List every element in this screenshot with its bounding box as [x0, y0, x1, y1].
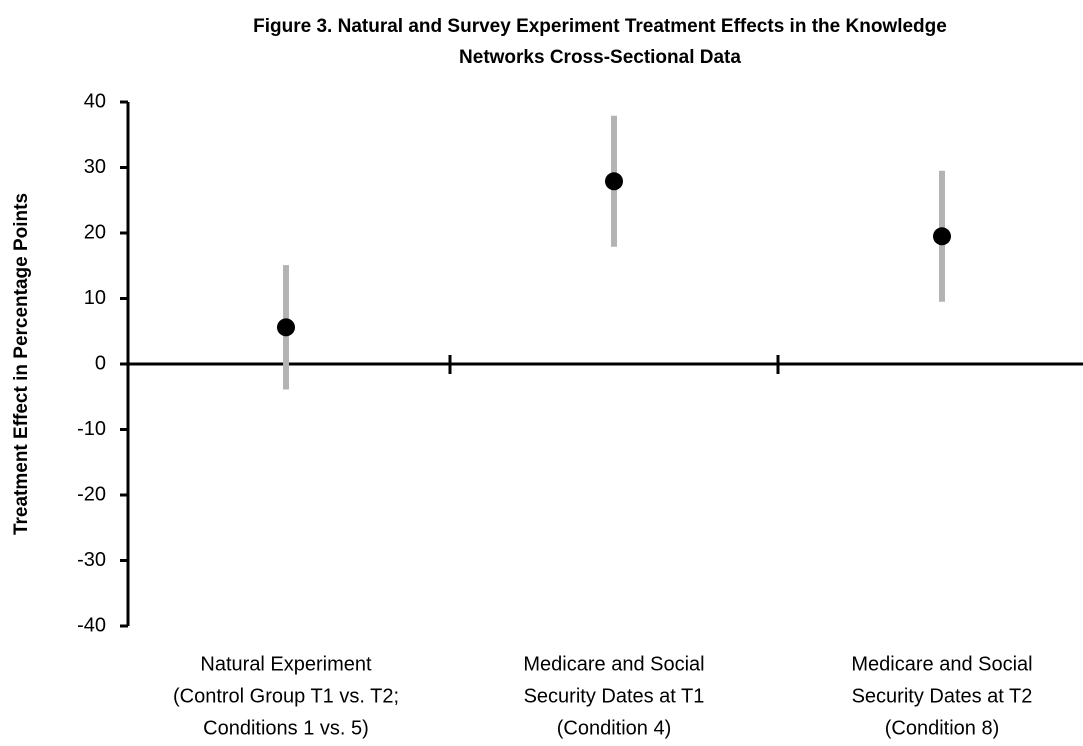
- chart-title: Networks Cross-Sectional Data: [459, 47, 741, 68]
- x-tick-label: Medicare and Social: [851, 653, 1032, 675]
- x-tick-label: Natural Experiment: [200, 653, 372, 675]
- point: [933, 227, 951, 246]
- point: [605, 172, 623, 191]
- x-tick-label: (Control Group T1 vs. T2;: [173, 685, 399, 707]
- x-tick-label: Medicare and Social: [523, 653, 704, 675]
- y-tick-label: 40: [84, 90, 106, 112]
- y-tick-label: -10: [77, 418, 106, 440]
- y-tick-label: 30: [84, 156, 106, 178]
- y-tick-label: -30: [77, 549, 106, 571]
- chart-title: Figure 3. Natural and Survey Experiment …: [253, 16, 947, 37]
- x-tick-label: Security Dates at T1: [524, 685, 705, 707]
- y-tick-label: 0: [95, 352, 106, 374]
- point: [277, 318, 295, 337]
- y-tick-label: -20: [77, 483, 106, 505]
- x-tick-label: Security Dates at T2: [852, 685, 1033, 707]
- x-tick-label: (Condition 8): [885, 717, 1000, 739]
- y-axis-label: Treatment Effect in Percentage Points: [11, 193, 32, 535]
- y-tick-label: 10: [84, 287, 106, 309]
- y-tick-label: 20: [84, 221, 106, 243]
- x-tick-label: (Condition 4): [557, 717, 672, 739]
- y-tick-label: -40: [77, 614, 106, 636]
- x-tick-label: Conditions 1 vs. 5): [203, 717, 369, 739]
